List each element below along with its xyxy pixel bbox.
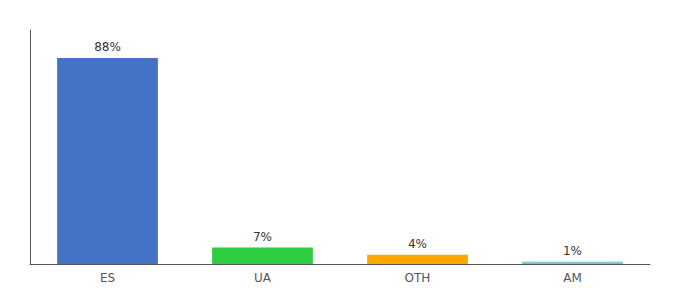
svg-text:AM: AM: [563, 271, 582, 285]
svg-text:88%: 88%: [94, 40, 121, 54]
svg-text:7%: 7%: [253, 230, 272, 244]
svg-text:ES: ES: [100, 271, 115, 285]
svg-text:UA: UA: [254, 271, 272, 285]
svg-text:OTH: OTH: [405, 271, 431, 285]
svg-text:4%: 4%: [408, 237, 427, 251]
svg-text:1%: 1%: [563, 244, 582, 258]
